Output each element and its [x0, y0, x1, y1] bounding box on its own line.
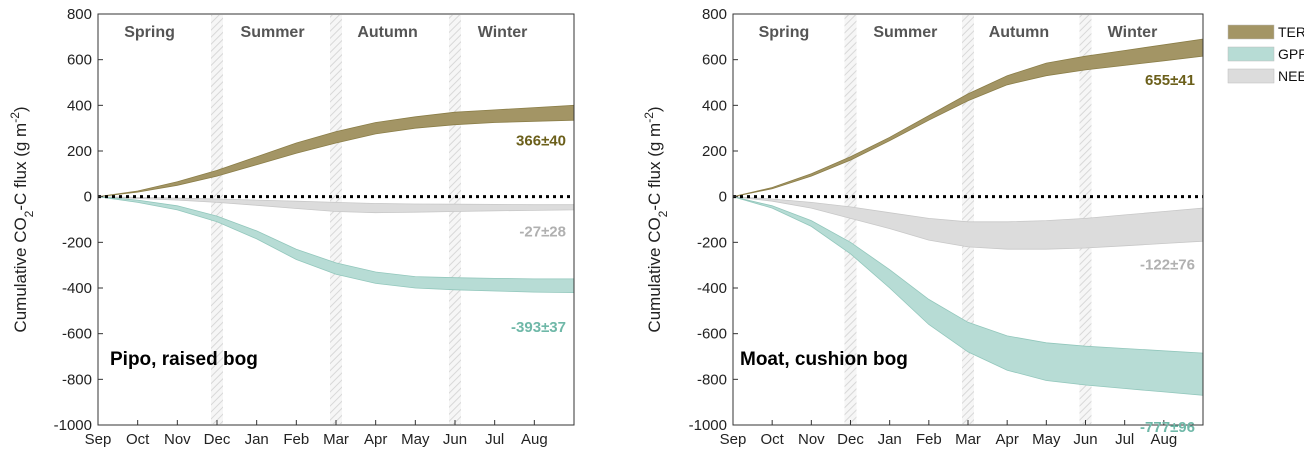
- annotation-nee: -122±76: [1140, 256, 1195, 273]
- x-tick-label: Feb: [916, 431, 942, 448]
- y-tick-label: 600: [67, 52, 92, 69]
- legend-label-ter: TER: [1278, 24, 1304, 40]
- x-tick-label: Aug: [521, 431, 548, 448]
- annotation-gpp: -777±96: [1140, 419, 1195, 436]
- x-tick-label: Mar: [323, 431, 349, 448]
- y-tick-label: 800: [702, 6, 727, 23]
- panel-title: Pipo, raised bog: [110, 349, 258, 370]
- season-label: Summer: [241, 24, 305, 41]
- y-tick-label: -200: [697, 234, 727, 251]
- season-label: Spring: [759, 24, 810, 41]
- y-tick-label: -600: [62, 326, 92, 343]
- legend: TER GPP NEE: [1227, 24, 1304, 84]
- season-label: Winter: [1108, 24, 1158, 41]
- y-tick-label: 200: [67, 143, 92, 160]
- x-tick-label: Oct: [126, 431, 150, 448]
- y-tick-label: 200: [702, 143, 727, 160]
- season-label: Summer: [873, 24, 937, 41]
- x-tick-label: Nov: [798, 431, 825, 448]
- y-axis-label: Cumulative CO2-C flux (g m-2): [8, 106, 36, 332]
- annotation-ter: 655±41: [1145, 72, 1195, 89]
- y-tick-label: -600: [697, 326, 727, 343]
- x-tick-label: Sep: [85, 431, 112, 448]
- season-boundary: [844, 15, 857, 424]
- annotation-ter: 366±40: [516, 132, 566, 149]
- x-tick-label: Jul: [1115, 431, 1134, 448]
- y-tick-label: 0: [84, 189, 92, 206]
- season-boundary: [449, 15, 461, 424]
- x-tick-label: May: [1032, 431, 1061, 448]
- y-tick-label: 800: [67, 6, 92, 23]
- panel-pipo: Spring Summer Autumn Winter 800 600 400 200 0 -20…: [8, 6, 575, 448]
- x-tick-label: Aug: [1150, 431, 1177, 448]
- x-tick-label: Apr: [364, 431, 387, 448]
- season-boundary: [330, 15, 342, 424]
- season-label: Winter: [478, 24, 528, 41]
- panel-title: Moat, cushion bog: [740, 349, 908, 370]
- panel-moat: Spring Summer Autumn Winter 800 600 400 200 0 -20…: [642, 6, 1204, 448]
- x-tick-label: Jun: [1073, 431, 1097, 448]
- x-tick-label: Dec: [204, 431, 231, 448]
- season-label: Autumn: [357, 24, 417, 41]
- legend-label-nee: NEE: [1278, 68, 1304, 84]
- y-tick-label: 400: [702, 97, 727, 114]
- season-label: Spring: [124, 24, 175, 41]
- x-tick-label: Apr: [995, 431, 1018, 448]
- legend-label-gpp: GPP: [1278, 46, 1304, 62]
- y-tick-label: -1000: [689, 417, 727, 434]
- y-tick-label: -400: [62, 280, 92, 297]
- x-tick-label: Jan: [878, 431, 902, 448]
- x-tick-label: May: [401, 431, 430, 448]
- x-tick-label: Feb: [283, 431, 309, 448]
- y-tick-label: 0: [719, 189, 727, 206]
- x-tick-label: Oct: [760, 431, 784, 448]
- y-tick-label: -400: [697, 280, 727, 297]
- x-tick-label: Dec: [837, 431, 864, 448]
- season-label: Autumn: [989, 24, 1049, 41]
- y-tick-label: -800: [697, 371, 727, 388]
- x-tick-label: Jul: [485, 431, 504, 448]
- season-boundary: [962, 15, 974, 424]
- x-tick-label: Nov: [164, 431, 191, 448]
- y-tick-label: -800: [62, 371, 92, 388]
- legend-swatch-ter: [1227, 24, 1275, 40]
- x-tick-label: Mar: [955, 431, 981, 448]
- y-axis-label: Cumulative CO2-C flux (g m-2): [642, 106, 670, 332]
- x-tick-label: Sep: [720, 431, 747, 448]
- annotation-gpp: -393±37: [511, 319, 566, 336]
- y-tick-label: -1000: [54, 417, 92, 434]
- y-tick-label: 400: [67, 97, 92, 114]
- y-tick-label: -200: [62, 234, 92, 251]
- y-tick-label: 600: [702, 52, 727, 69]
- x-tick-label: Jan: [245, 431, 269, 448]
- legend-swatch-gpp: [1227, 46, 1275, 62]
- x-tick-label: Jun: [443, 431, 467, 448]
- legend-swatch-nee: [1227, 68, 1275, 84]
- annotation-nee: -27±28: [519, 223, 566, 240]
